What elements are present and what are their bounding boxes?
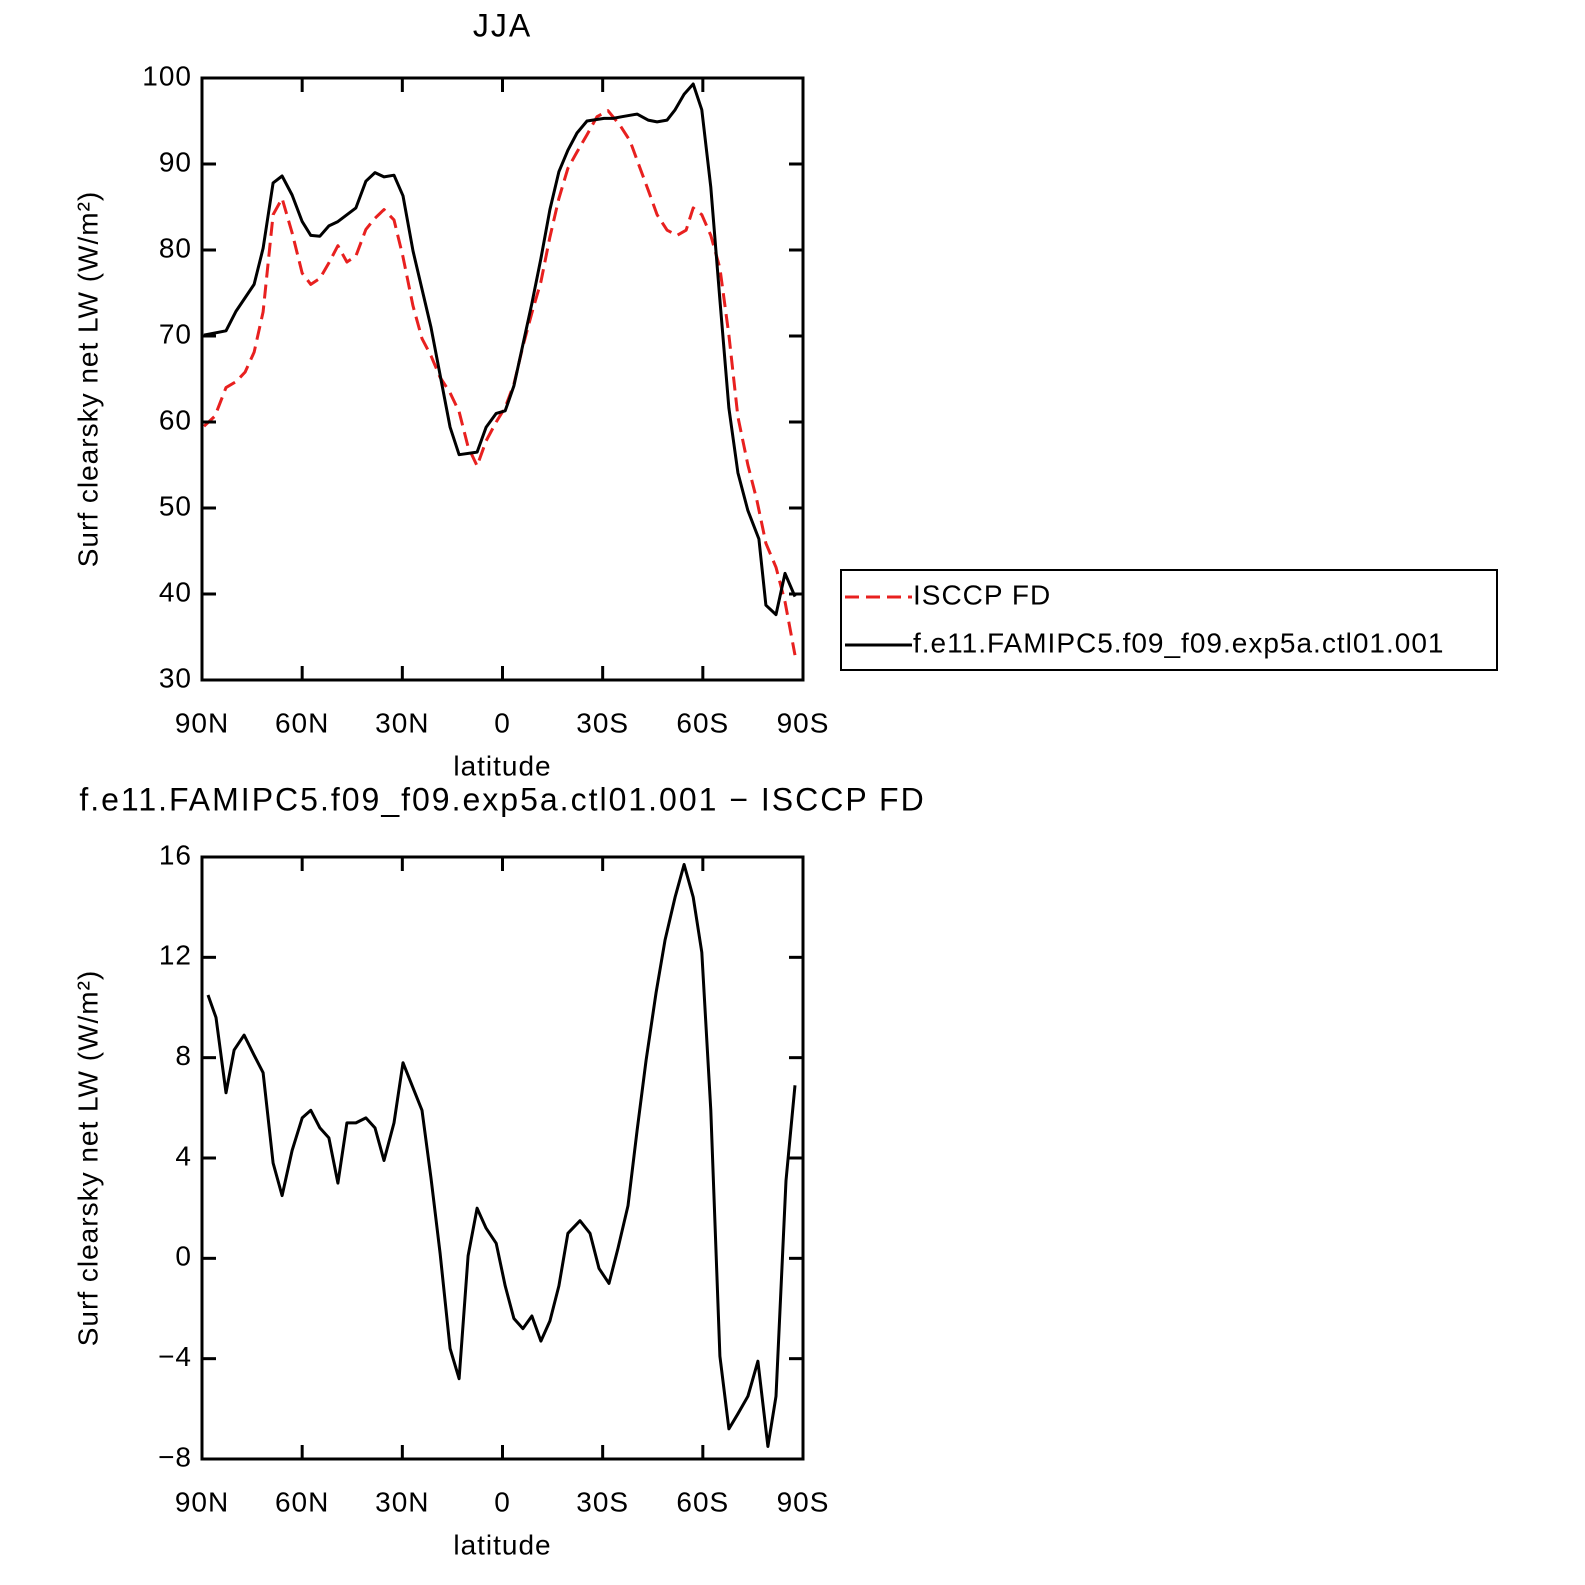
chart-title: f.e11.FAMIPC5.f09_f09.exp5a.ctl01.001 − … [79,781,925,817]
data-line [203,82,797,617]
legend-label: ISCCP FD [913,579,1051,610]
y-tick-label: 16 [159,839,192,870]
x-tick-label: 0 [494,1486,511,1517]
x-tick-label: 30S [576,707,629,738]
x-tick-label: 60S [676,707,729,738]
x-tick-label: 90N [175,707,229,738]
y-tick-label: 0 [175,1241,192,1272]
y-tick-label: 70 [159,318,192,349]
x-tick-label: 60N [275,707,329,738]
x-tick-label: 30S [576,1486,629,1517]
y-tick-label: 4 [175,1140,192,1171]
x-tick-label: 30N [375,1486,429,1517]
data-line [202,109,797,656]
chart-title: JJA [473,7,532,43]
y-tick-label: 40 [159,576,192,607]
x-tick-label: 90N [175,1486,229,1517]
legend-box [840,569,1498,671]
x-tick-label: 0 [494,707,511,738]
x-tick-label: 90S [777,1486,830,1517]
x-axis-label: latitude [453,1529,551,1560]
data-line [206,863,797,1448]
y-tick-label: 50 [159,490,192,521]
y-tick-label: 12 [159,940,192,971]
y-axis-label: Surf clearsky net LW (W/m²) [72,191,103,568]
x-tick-label: 30N [375,707,429,738]
x-axis-label: latitude [453,750,551,781]
y-tick-label: −4 [158,1341,192,1372]
x-tick-label: 90S [777,707,830,738]
y-tick-label: 8 [175,1040,192,1071]
y-tick-label: 60 [159,404,192,435]
y-tick-label: 100 [142,60,192,91]
plot-frame [200,76,805,682]
y-tick-label: 80 [159,232,192,263]
y-axis-label: Surf clearsky net LW (W/m²) [72,970,103,1347]
x-tick-label: 60N [275,1486,329,1517]
y-tick-label: −8 [158,1441,192,1472]
legend-label: f.e11.FAMIPC5.f09_f09.exp5a.ctl01.001 [913,627,1444,658]
y-tick-label: 90 [159,146,192,177]
y-tick-label: 30 [159,662,192,693]
x-tick-label: 60S [676,1486,729,1517]
